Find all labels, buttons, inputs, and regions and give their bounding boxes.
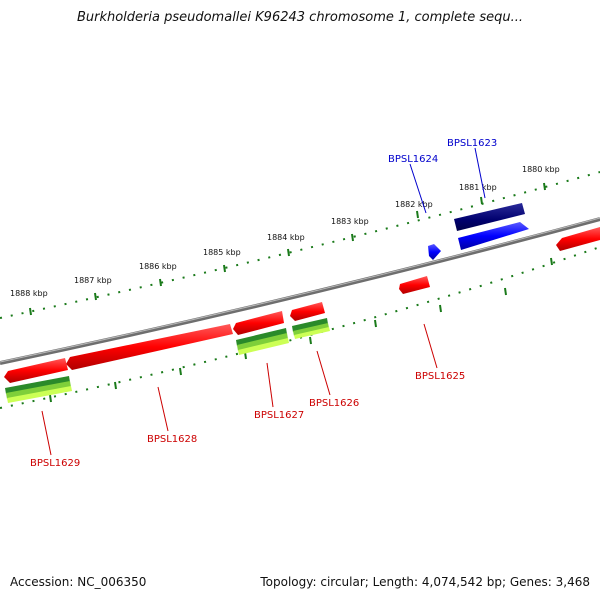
scale-label-1880: 1880 kbp	[522, 165, 560, 174]
gene-bpsl1626-features	[292, 318, 330, 339]
gene-bpsl1628[interactable]	[66, 324, 233, 370]
accession-text: Accession: NC_006350	[10, 575, 147, 589]
scale-label-1887: 1887 kbp	[74, 276, 112, 285]
label-bpsl1623: BPSL1623	[447, 138, 497, 149]
gene-bpsl1627[interactable]	[233, 311, 284, 335]
label-leaders	[41, 147, 486, 456]
gene-right-edge[interactable]	[556, 227, 600, 251]
scale-label-1882: 1882 kbp	[395, 200, 433, 209]
gene-bpsl1629[interactable]	[4, 358, 68, 383]
chromosome-backbone	[0, 217, 600, 365]
gene-bpsl1623-navy[interactable]	[454, 203, 525, 231]
lower-track-ticks	[49, 257, 553, 403]
scale-label-1881: 1881 kbp	[459, 183, 497, 192]
scale-label-1888: 1888 kbp	[10, 289, 48, 298]
topology-summary: Topology: circular; Length: 4,074,542 bp…	[260, 575, 590, 589]
gene-bpsl1623-blue[interactable]	[458, 222, 529, 250]
scale-label-1885: 1885 kbp	[203, 248, 241, 257]
scale-label-1883: 1883 kbp	[331, 217, 369, 226]
gene-bpsl1627-features	[236, 328, 289, 355]
gene-bpsl1625[interactable]	[399, 276, 430, 294]
label-bpsl1627: BPSL1627	[254, 410, 304, 421]
scale-label-1886: 1886 kbp	[139, 262, 177, 271]
label-bpsl1624: BPSL1624	[388, 154, 438, 165]
gene-bpsl1629-features	[5, 376, 72, 403]
gene-bpsl1626[interactable]	[290, 302, 325, 321]
lower-track	[0, 246, 600, 409]
gene-bpsl1624[interactable]	[428, 244, 441, 260]
label-bpsl1626: BPSL1626	[309, 398, 359, 409]
scale-label-1884: 1884 kbp	[267, 233, 305, 242]
label-bpsl1625: BPSL1625	[415, 371, 465, 382]
label-bpsl1629: BPSL1629	[30, 458, 80, 469]
label-bpsl1628: BPSL1628	[147, 434, 197, 445]
map-title: Burkholderia pseudomallei K96243 chromos…	[76, 10, 524, 25]
scale-ticks	[29, 182, 546, 316]
